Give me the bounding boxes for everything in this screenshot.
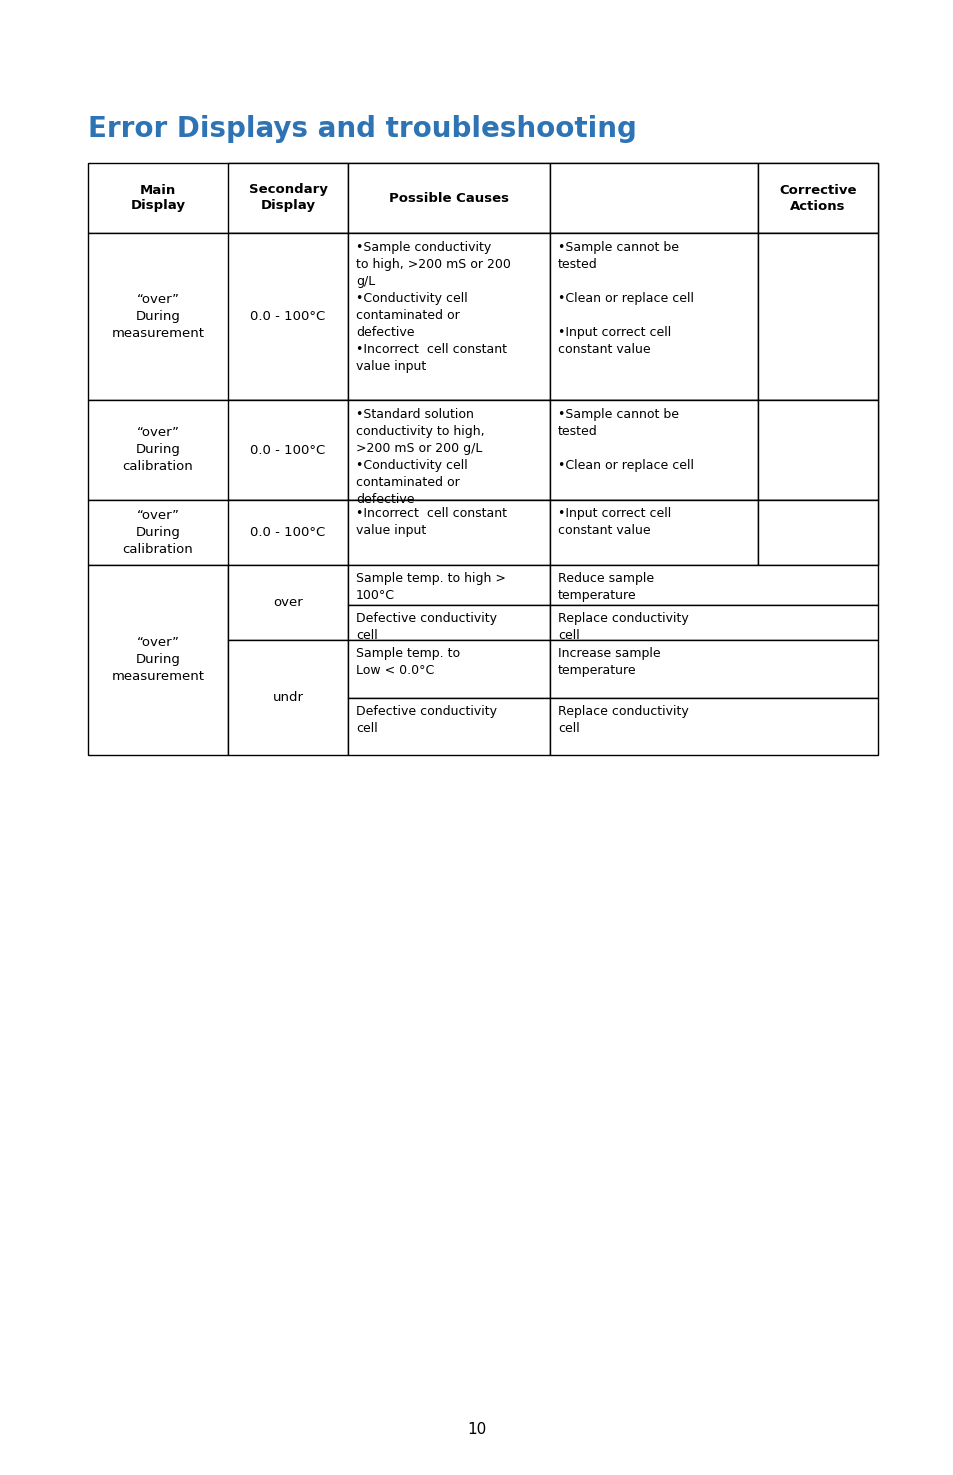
Text: •Standard solution
conductivity to high,
>200 mS or 200 g/L
•Conductivity cell
c: •Standard solution conductivity to high,… <box>355 409 484 506</box>
Text: 10: 10 <box>467 1422 486 1438</box>
Bar <box>758 400 877 500</box>
Text: over: over <box>273 596 302 609</box>
Bar <box>758 233 877 400</box>
Bar <box>228 400 348 500</box>
Text: •Input correct cell
constant value: •Input correct cell constant value <box>558 507 671 537</box>
Bar <box>550 233 758 400</box>
Bar <box>228 500 348 565</box>
Bar <box>550 500 758 565</box>
Bar <box>348 640 550 698</box>
Bar <box>88 164 877 233</box>
Bar <box>550 640 877 698</box>
Bar <box>348 400 550 500</box>
Text: •Incorrect  cell constant
value input: •Incorrect cell constant value input <box>355 507 506 537</box>
Text: 0.0 - 100°C: 0.0 - 100°C <box>250 310 325 323</box>
Bar <box>348 500 550 565</box>
Text: Possible Causes: Possible Causes <box>389 192 509 205</box>
Text: undr: undr <box>273 690 303 704</box>
Bar <box>550 698 877 755</box>
Text: Replace conductivity
cell: Replace conductivity cell <box>558 612 688 642</box>
Bar <box>550 164 758 233</box>
Bar <box>228 233 348 400</box>
Text: “over”
During
calibration: “over” During calibration <box>123 509 193 556</box>
Text: Reduce sample
temperature: Reduce sample temperature <box>558 572 654 602</box>
Bar <box>88 500 877 565</box>
Text: Secondary
Display: Secondary Display <box>249 183 327 212</box>
Text: Main
Display: Main Display <box>131 183 185 212</box>
Text: “over”
During
measurement: “over” During measurement <box>112 637 204 683</box>
Bar <box>348 698 550 755</box>
Text: •Sample cannot be
tested

•Clean or replace cell

•Input correct cell
constant v: •Sample cannot be tested •Clean or repla… <box>558 240 693 355</box>
Text: Increase sample
temperature: Increase sample temperature <box>558 648 659 677</box>
Text: Sample temp. to
Low < 0.0°C: Sample temp. to Low < 0.0°C <box>355 648 459 677</box>
Bar <box>228 565 348 640</box>
Bar <box>758 164 877 233</box>
Bar <box>88 400 877 500</box>
Text: Error Displays and troubleshooting: Error Displays and troubleshooting <box>88 115 637 143</box>
Text: Defective conductivity
cell: Defective conductivity cell <box>355 612 497 642</box>
Bar <box>348 605 550 640</box>
Bar <box>228 164 348 233</box>
Bar <box>348 565 550 605</box>
Text: “over”
During
measurement: “over” During measurement <box>112 294 204 341</box>
Bar <box>228 640 348 755</box>
Text: Replace conductivity
cell: Replace conductivity cell <box>558 705 688 735</box>
Bar <box>758 500 877 565</box>
Text: •Sample conductivity
to high, >200 mS or 200
g/L
•Conductivity cell
contaminated: •Sample conductivity to high, >200 mS or… <box>355 240 511 373</box>
Bar <box>550 565 877 605</box>
Text: “over”
During
calibration: “over” During calibration <box>123 426 193 473</box>
Bar <box>88 233 877 400</box>
Bar <box>550 605 877 640</box>
Bar <box>88 565 228 755</box>
Text: 0.0 - 100°C: 0.0 - 100°C <box>250 527 325 538</box>
Text: Corrective
Actions: Corrective Actions <box>779 183 856 212</box>
Text: 0.0 - 100°C: 0.0 - 100°C <box>250 444 325 456</box>
Text: Defective conductivity
cell: Defective conductivity cell <box>355 705 497 735</box>
Text: Sample temp. to high >
100°C: Sample temp. to high > 100°C <box>355 572 505 602</box>
Bar <box>348 233 550 400</box>
Bar <box>550 400 758 500</box>
Bar <box>348 164 550 233</box>
Text: •Sample cannot be
tested

•Clean or replace cell: •Sample cannot be tested •Clean or repla… <box>558 409 693 472</box>
